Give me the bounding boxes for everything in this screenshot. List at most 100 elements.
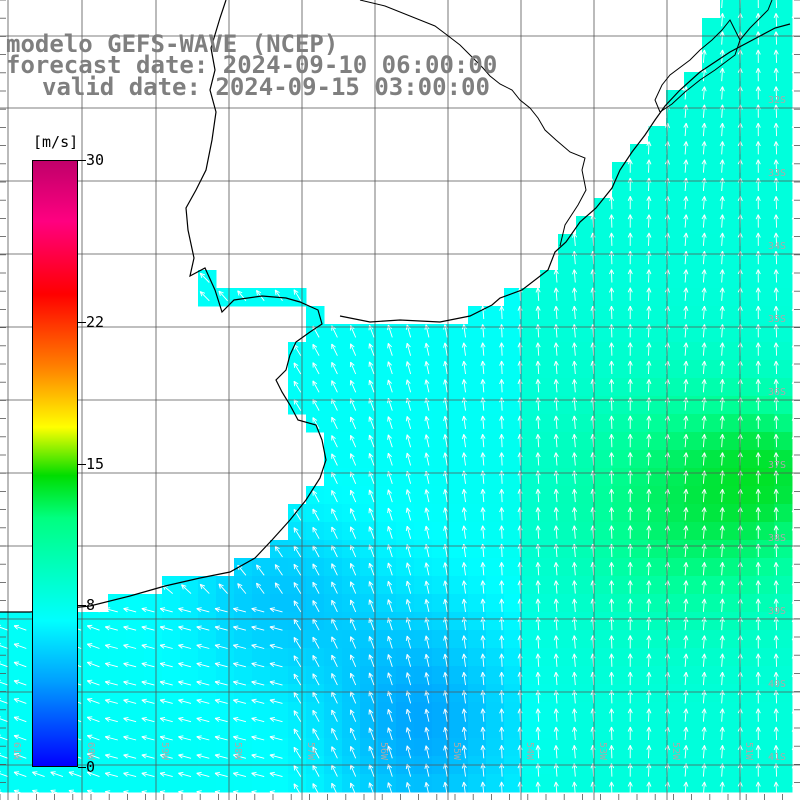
wind-speed-cell [108, 684, 127, 703]
wind-speed-cell [738, 72, 757, 91]
wind-speed-cell [738, 234, 757, 253]
wind-speed-cell [180, 720, 199, 739]
wind-speed-cell [342, 450, 361, 469]
wind-arrow [646, 342, 652, 356]
wind-speed-cell [612, 360, 631, 379]
wind-speed-cell [738, 180, 757, 199]
wind-speed-cell [540, 270, 559, 289]
wind-arrow [405, 653, 412, 667]
wind-arrow [719, 232, 725, 246]
wind-arrow [405, 672, 412, 686]
wind-arrow [141, 680, 155, 686]
wind-arrow [627, 452, 633, 466]
wind-speed-cell [594, 216, 613, 235]
wind-speed-cell [252, 720, 271, 739]
latitude-label: 35S [768, 314, 786, 325]
wind-arrow [775, 0, 778, 9]
wind-speed-cell [288, 738, 307, 757]
wind-arrow [196, 717, 210, 723]
wind-arrow [755, 122, 761, 137]
wind-speed-cell [738, 486, 757, 505]
wind-speed-cell [306, 594, 325, 613]
wind-arrow [293, 728, 302, 741]
wind-speed-cell [756, 108, 775, 127]
wind-speed-cell [486, 504, 505, 523]
wind-speed-cell [648, 414, 667, 433]
wind-speed-cell [594, 324, 613, 343]
wind-arrow [256, 289, 265, 302]
wind-speed-cell [594, 576, 613, 595]
wind-speed-cell [414, 396, 433, 415]
wind-speed-cell [648, 612, 667, 631]
wind-speed-cell [450, 684, 469, 703]
wind-speed-cell [558, 234, 577, 253]
wind-arrow [535, 525, 541, 539]
wind-arrow [349, 599, 357, 613]
wind-arrow [572, 452, 578, 466]
wind-arrow [274, 527, 283, 539]
wind-speed-cell [666, 360, 685, 379]
wind-speed-cell [486, 432, 505, 451]
wind-speed-cell [504, 414, 523, 433]
wind-arrow [572, 653, 578, 667]
wind-speed-cell [684, 648, 703, 667]
wind-speed-cell [378, 504, 397, 523]
wind-arrow [755, 690, 761, 704]
wind-speed-cell [270, 738, 289, 757]
wind-arrow [646, 488, 652, 503]
wind-arrow [773, 342, 779, 356]
wind-speed-cell [504, 432, 523, 451]
wind-speed-cell [684, 540, 703, 559]
wind-speed-cell [774, 90, 793, 109]
wind-arrow [331, 581, 338, 594]
wind-speed-cell [90, 738, 109, 757]
wind-arrow [461, 726, 467, 741]
wind-speed-cell [522, 612, 541, 631]
wind-speed-cell [612, 216, 631, 235]
wind-speed-cell [324, 504, 343, 523]
wind-speed-cell [468, 720, 487, 739]
wind-speed-cell [144, 684, 163, 703]
wind-arrow [405, 452, 412, 466]
wind-speed-cell [288, 540, 307, 559]
wind-arrow [683, 360, 689, 375]
wind-arrow [791, 745, 797, 759]
wind-arrow [609, 690, 615, 704]
wind-arrow [755, 379, 761, 393]
wind-speed-cell [756, 54, 775, 73]
wind-arrow [424, 562, 430, 576]
wind-arrow [701, 287, 707, 301]
wind-arrow [123, 643, 137, 649]
wind-speed-cell [378, 324, 397, 343]
wind-arrow [701, 690, 707, 704]
wind-speed-cell [702, 108, 721, 127]
wind-arrow [331, 490, 338, 503]
wind-speed-cell [702, 18, 721, 37]
wind-speed-cell [396, 540, 415, 559]
wind-arrow [368, 453, 375, 466]
wind-arrow [572, 763, 578, 777]
wind-speed-cell [288, 360, 307, 379]
wind-arrow [86, 624, 100, 631]
wind-speed-cell [612, 594, 631, 613]
wind-speed-cell [414, 594, 433, 613]
wind-speed-cell [594, 738, 613, 757]
wind-arrow [499, 434, 505, 448]
wind-arrow [646, 196, 652, 210]
wind-speed-cell [432, 558, 451, 577]
wind-arrow [461, 434, 467, 448]
wind-arrow [609, 745, 615, 759]
wind-arrow [773, 177, 779, 192]
wind-speed-cell [486, 684, 505, 703]
coastline [0, 0, 327, 613]
wind-arrow [701, 598, 707, 612]
wind-arrow [331, 673, 338, 686]
wind-speed-cell [0, 774, 19, 793]
wind-arrow [293, 362, 302, 375]
wind-arrow [701, 763, 707, 777]
wind-arrow [553, 488, 559, 503]
wind-speed-cell [774, 180, 793, 199]
wind-speed-cell [756, 720, 775, 739]
wind-arrow [214, 753, 228, 759]
wind-speed-cell [486, 720, 505, 739]
